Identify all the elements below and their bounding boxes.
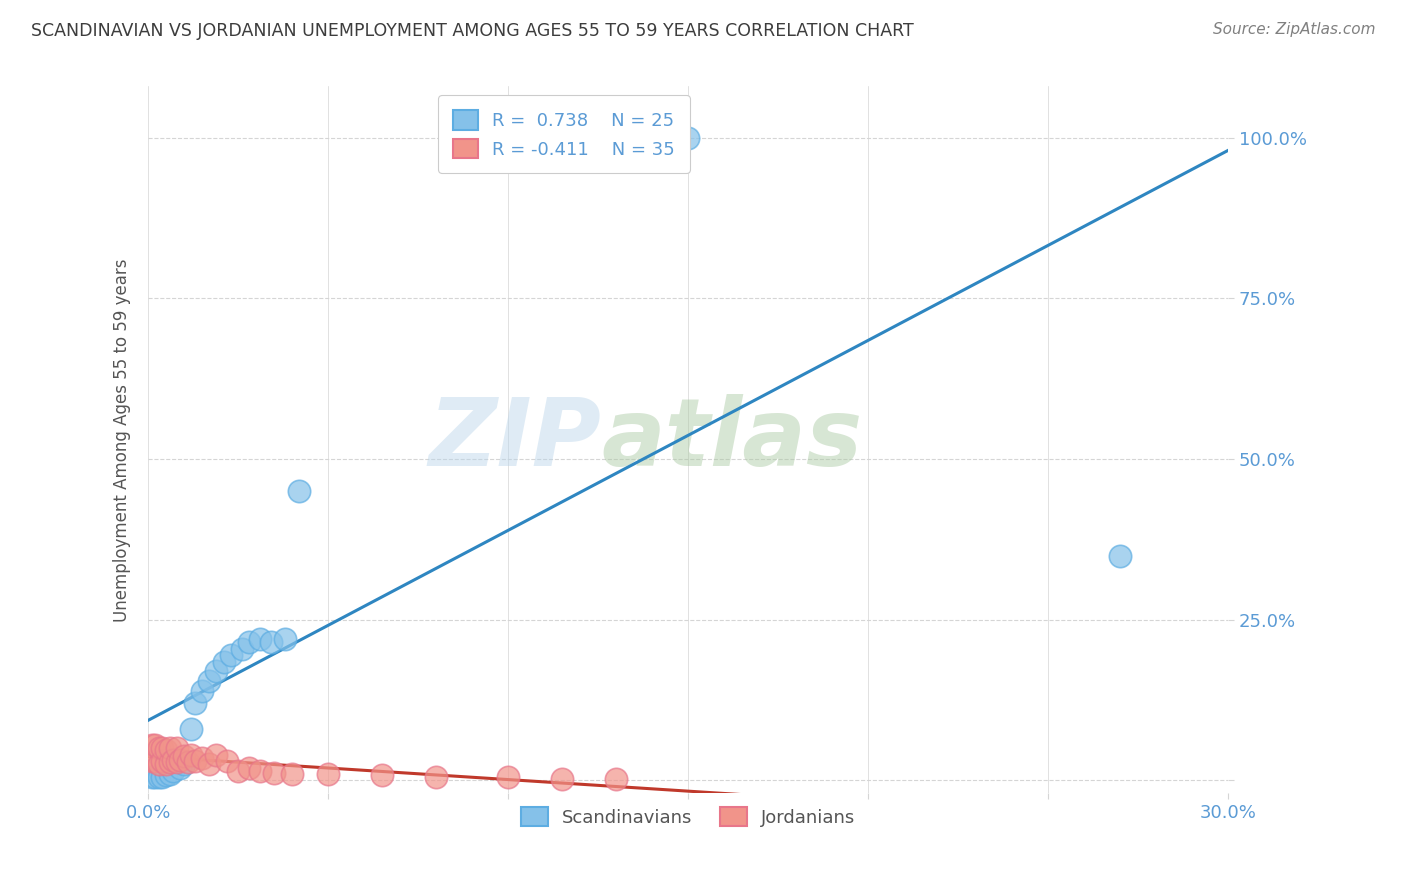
Point [191, 751, 214, 765]
Y-axis label: Unemployment Among Ages 55 to 59 years: Unemployment Among Ages 55 to 59 years [114, 258, 131, 622]
Point [184, 754, 207, 768]
Text: SCANDINAVIAN VS JORDANIAN UNEMPLOYMENT AMONG AGES 55 TO 59 YEARS CORRELATION CHA: SCANDINAVIAN VS JORDANIAN UNEMPLOYMENT A… [31, 22, 914, 40]
Point [231, 641, 253, 656]
Point [226, 764, 249, 778]
Point [263, 765, 285, 780]
Legend: Scandinavians, Jordanians: Scandinavians, Jordanians [513, 799, 863, 834]
Point [152, 741, 174, 756]
Point [173, 757, 195, 772]
Point [166, 741, 188, 756]
Point [152, 770, 174, 784]
Point [259, 635, 281, 649]
Point [605, 772, 627, 787]
Text: atlas: atlas [602, 394, 863, 486]
Point [184, 697, 207, 711]
Point [148, 757, 170, 772]
Point [173, 749, 195, 764]
Point [141, 770, 163, 784]
Text: Source: ZipAtlas.com: Source: ZipAtlas.com [1212, 22, 1375, 37]
Point [198, 673, 221, 688]
Point [143, 754, 166, 768]
Point [148, 770, 170, 784]
Point [238, 761, 260, 775]
Point [316, 767, 339, 781]
Point [205, 665, 228, 679]
Point [219, 648, 242, 662]
Point [1109, 549, 1132, 563]
Point [155, 768, 177, 782]
Point [143, 770, 166, 784]
Point [676, 130, 699, 145]
Point [198, 757, 221, 772]
Point [148, 741, 170, 756]
Point [152, 754, 174, 768]
Point [162, 753, 184, 767]
Point [371, 768, 394, 782]
Point [569, 130, 592, 145]
Point [169, 753, 191, 767]
Point [274, 632, 297, 646]
Point [180, 722, 202, 736]
Point [159, 741, 181, 756]
Text: ZIP: ZIP [429, 394, 602, 486]
Point [281, 767, 304, 781]
Point [249, 632, 271, 646]
Point [159, 767, 181, 781]
Point [141, 754, 163, 768]
Point [141, 738, 163, 752]
Point [166, 756, 188, 770]
Point [205, 747, 228, 762]
Point [551, 772, 574, 786]
Point [496, 770, 519, 784]
Point [155, 742, 177, 756]
Point [425, 770, 447, 784]
Point [143, 738, 166, 752]
Point [176, 756, 198, 770]
Point [217, 754, 239, 768]
Point [212, 655, 235, 669]
Point [288, 484, 311, 499]
Point [249, 764, 271, 778]
Point [180, 747, 202, 762]
Point [238, 635, 260, 649]
Point [169, 761, 191, 775]
Point [162, 764, 184, 778]
Point [159, 756, 181, 770]
Point [155, 757, 177, 772]
Point [191, 683, 214, 698]
